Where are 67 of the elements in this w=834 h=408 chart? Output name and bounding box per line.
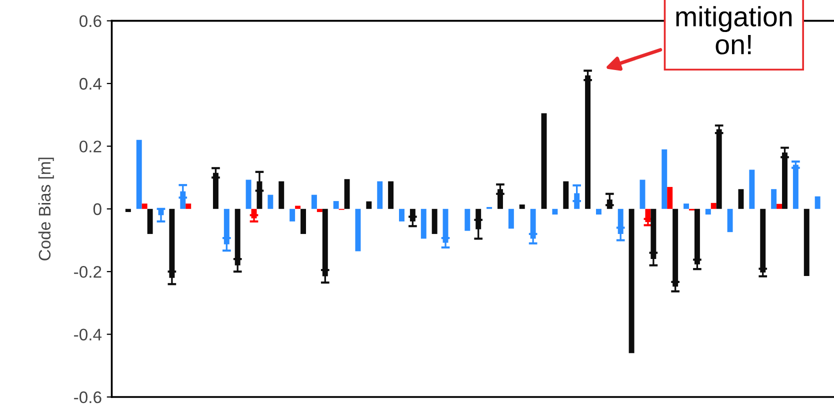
bar: [399, 208, 404, 222]
bar: [186, 204, 192, 209]
bar: [333, 201, 339, 209]
bar: [814, 196, 820, 209]
bar: [355, 208, 361, 252]
y-tick-label: 0.2: [80, 140, 102, 152]
bar: [246, 180, 252, 209]
bar: [295, 206, 301, 209]
bar: [716, 129, 722, 209]
bar: [640, 180, 646, 209]
y-tick-label: 0.4: [80, 78, 102, 90]
bar: [410, 208, 416, 222]
bar: [136, 140, 142, 209]
bar: [125, 208, 131, 212]
bar: [278, 181, 284, 209]
bar: [541, 113, 547, 209]
bar: [498, 189, 503, 209]
bar: [563, 181, 569, 209]
bar: [684, 204, 690, 209]
bar: [508, 208, 514, 229]
bar: [300, 208, 306, 234]
y-tick-label: 0.6: [80, 15, 102, 28]
bar: [710, 202, 716, 209]
bar: [377, 181, 383, 209]
bar: [596, 208, 602, 215]
bar: [782, 152, 788, 209]
bar: [667, 186, 673, 209]
annotation: mitigation on!: [676, 6, 792, 54]
bar: [212, 172, 218, 209]
bar: [442, 208, 448, 243]
bar: [645, 208, 651, 222]
bar: [530, 208, 536, 239]
bar: [268, 194, 274, 209]
bar: [662, 149, 668, 209]
bar: [388, 181, 394, 209]
bar: [585, 75, 591, 209]
y-axis-title: Code Bias [m]: [38, 158, 54, 260]
bar: [432, 208, 438, 234]
bar: [290, 208, 296, 222]
bar: [771, 189, 777, 209]
y-tick-label: -0.4: [74, 328, 102, 340]
y-tick-label: 0: [93, 203, 102, 216]
bar: [705, 208, 711, 215]
bar: [366, 201, 372, 209]
bar: [792, 164, 798, 209]
bar: [776, 204, 782, 209]
bar: [738, 189, 744, 209]
bar: [672, 208, 678, 287]
bar: [316, 208, 322, 212]
bar: [519, 204, 525, 209]
bar: [464, 208, 470, 231]
y-tick-label: -0.6: [74, 391, 102, 404]
bar: [344, 179, 350, 209]
bar: [760, 208, 766, 273]
bar: [552, 208, 558, 215]
bar: [251, 208, 257, 218]
bar: [420, 208, 426, 239]
bar: [311, 194, 317, 209]
bar: [749, 170, 755, 209]
bar: [628, 208, 634, 354]
y-tick-label: -0.2: [74, 266, 102, 278]
bar: [804, 208, 810, 276]
bar: [694, 208, 700, 264]
bar: [147, 208, 153, 234]
bar: [727, 208, 733, 232]
bar: [606, 199, 612, 209]
bar: [142, 204, 148, 209]
